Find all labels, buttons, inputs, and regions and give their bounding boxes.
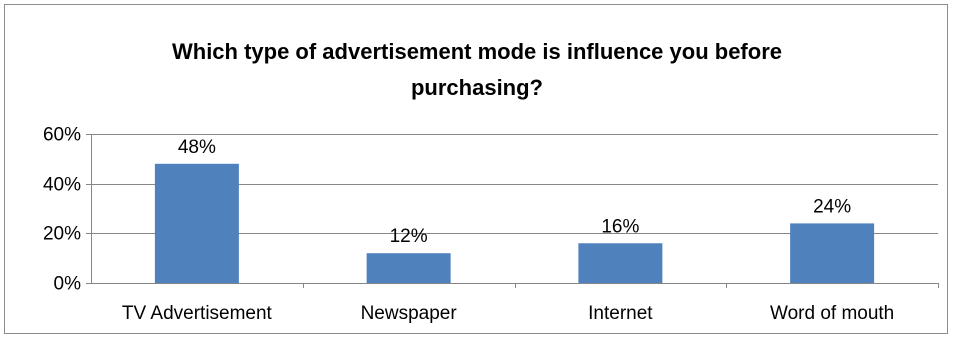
- x-tick-label: TV Advertisement: [122, 303, 273, 324]
- bar: [578, 243, 663, 283]
- chart-title-line-1: Which type of advertisement mode is infl…: [171, 39, 782, 64]
- data-label: 48%: [178, 137, 216, 158]
- data-label: 12%: [390, 226, 428, 247]
- chart-title: Which type of advertisement mode is infl…: [0, 34, 954, 106]
- bar: [790, 223, 875, 283]
- x-tick-label: Newspaper: [361, 303, 458, 324]
- y-tick-label: 60%: [43, 125, 81, 146]
- y-tick-label: 40%: [43, 175, 81, 196]
- bar: [366, 253, 451, 283]
- y-tick-label: 20%: [43, 224, 81, 245]
- bar: [154, 163, 239, 283]
- chart-title-line-2: purchasing?: [410, 75, 543, 100]
- data-label: 24%: [813, 196, 851, 217]
- x-tick-label: Internet: [588, 303, 653, 324]
- x-tick-label: Word of mouth: [770, 303, 894, 324]
- data-label: 16%: [601, 216, 639, 237]
- y-tick-label: 0%: [54, 274, 82, 295]
